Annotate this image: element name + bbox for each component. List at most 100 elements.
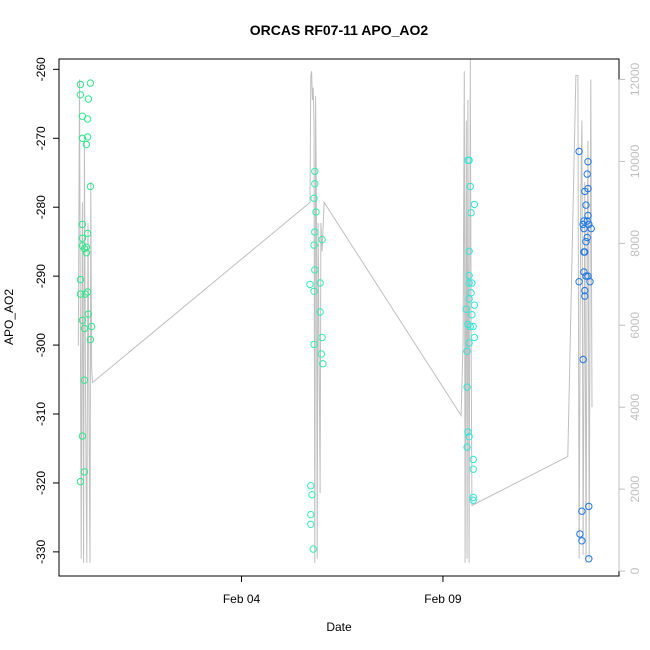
x-axis-label: Date xyxy=(326,620,352,634)
data-point xyxy=(465,433,473,441)
data-point xyxy=(83,229,92,238)
data-point xyxy=(465,156,473,165)
data-point xyxy=(318,235,326,244)
data-point xyxy=(81,290,89,298)
data-point xyxy=(319,360,327,368)
data-point xyxy=(312,208,320,216)
data-point xyxy=(76,80,85,89)
data-point xyxy=(575,278,583,286)
data-point xyxy=(82,249,91,257)
data-point xyxy=(311,180,319,188)
data-point xyxy=(78,234,87,242)
y-tick-label: -270 xyxy=(34,126,48,150)
data-point xyxy=(465,295,473,303)
y-axis-label: APO_AO2 xyxy=(2,289,16,345)
data-point xyxy=(316,308,324,316)
data-point xyxy=(80,244,89,253)
data-point xyxy=(581,286,589,295)
data-point xyxy=(311,266,319,274)
x-axis: Feb 04 Feb 09 xyxy=(223,575,462,606)
y2-tick-label: 12000 xyxy=(628,62,642,96)
data-point xyxy=(311,167,319,176)
data-point xyxy=(583,170,591,178)
data-point xyxy=(581,248,589,256)
data-point xyxy=(585,555,593,563)
data-point xyxy=(80,376,89,384)
y-tick-label: -290 xyxy=(34,264,48,288)
data-point xyxy=(80,324,89,333)
data-point xyxy=(579,220,587,229)
data-point xyxy=(76,477,85,486)
data-point xyxy=(575,147,583,156)
data-point xyxy=(306,280,314,289)
data-point xyxy=(580,268,588,276)
data-point xyxy=(463,383,471,391)
data-point xyxy=(310,340,318,349)
data-point xyxy=(76,290,85,298)
scatter-points-layer xyxy=(76,79,595,563)
data-point xyxy=(586,278,594,286)
data-point xyxy=(583,233,591,242)
data-point xyxy=(78,316,87,324)
data-point xyxy=(469,496,477,504)
data-point xyxy=(310,241,318,249)
data-point xyxy=(86,182,95,191)
data-point xyxy=(467,209,475,217)
data-point xyxy=(468,279,476,287)
data-point xyxy=(576,530,584,538)
x-tick-label: Feb 09 xyxy=(424,592,462,606)
y2-tick-label: 4000 xyxy=(628,394,642,421)
y2-tick-label: 8000 xyxy=(628,230,642,257)
data-point xyxy=(83,115,92,123)
data-point xyxy=(308,491,316,499)
data-point xyxy=(83,133,92,141)
data-point xyxy=(469,493,477,502)
data-point xyxy=(463,443,471,451)
y2-tick-label: 0 xyxy=(628,567,642,574)
data-point xyxy=(86,335,95,344)
data-point xyxy=(582,238,590,246)
data-point xyxy=(309,545,317,553)
data-point xyxy=(470,333,479,342)
data-point xyxy=(580,224,588,233)
data-point xyxy=(470,301,479,309)
data-point xyxy=(78,134,87,143)
chart-title: ORCAS RF07-11 APO_AO2 xyxy=(250,22,429,38)
data-point xyxy=(311,228,319,236)
data-point xyxy=(318,333,326,342)
data-point xyxy=(83,288,92,296)
data-point xyxy=(465,339,473,347)
data-point xyxy=(584,211,592,220)
data-point xyxy=(316,279,324,287)
y-tick-label: -330 xyxy=(34,540,48,564)
data-point xyxy=(468,311,476,319)
data-point xyxy=(86,79,95,87)
data-point xyxy=(307,520,315,528)
data-point xyxy=(310,194,318,202)
data-point xyxy=(469,465,477,473)
y-tick-label: -280 xyxy=(34,195,48,219)
y-tick-label: -320 xyxy=(34,471,48,495)
data-point xyxy=(317,350,325,358)
data-point xyxy=(578,507,586,515)
altitude-line xyxy=(77,58,593,563)
data-point xyxy=(82,140,91,149)
y2-tick-label: 10000 xyxy=(628,144,642,178)
data-point xyxy=(82,243,91,251)
data-point xyxy=(469,322,477,331)
data-point xyxy=(84,310,93,318)
y2-tick-label: 2000 xyxy=(628,475,642,502)
data-point xyxy=(587,224,595,233)
data-point xyxy=(78,432,87,440)
y-tick-label: -260 xyxy=(34,57,48,81)
data-point xyxy=(463,347,471,355)
data-point xyxy=(465,247,473,256)
data-point xyxy=(581,187,589,196)
data-point xyxy=(465,271,473,280)
data-point xyxy=(465,279,473,287)
data-point xyxy=(307,510,315,519)
y-tick-label: -300 xyxy=(34,333,48,357)
y2-tick-label: 6000 xyxy=(628,312,642,339)
